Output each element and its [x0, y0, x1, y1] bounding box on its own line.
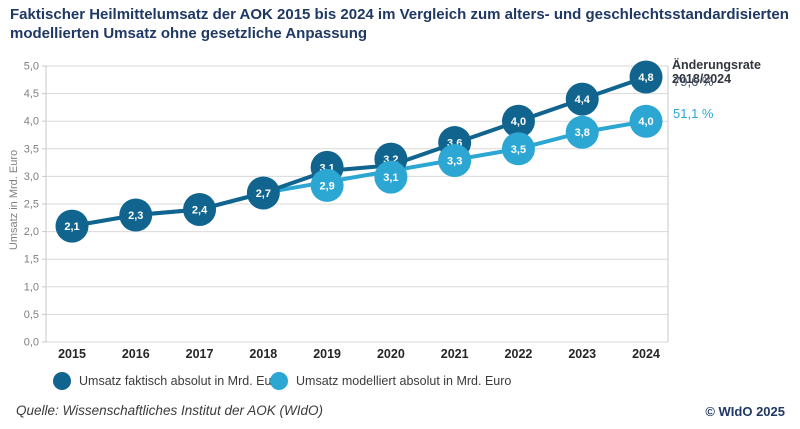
annotation-rate-modelliert: 51,1 %	[673, 106, 714, 121]
data-point-circle	[629, 104, 663, 138]
data-point-circle	[501, 104, 535, 138]
data-point-label: 2,9	[319, 180, 334, 192]
data-point-circle	[438, 144, 472, 178]
data-point-label: 4,4	[575, 94, 591, 106]
y-tick-label: 4,0	[24, 116, 39, 128]
y-tick-label: 3,0	[24, 171, 39, 183]
y-axis-title: Umsatz in Mrd. Euro	[8, 149, 20, 251]
x-tick-label: 2024	[632, 347, 660, 361]
copyright-note: © WIdO 2025	[705, 404, 785, 419]
x-tick-label: 2023	[568, 347, 596, 361]
data-point-label: 4,0	[511, 116, 526, 128]
y-tick-label: 1,0	[24, 281, 39, 293]
annotation-rate-faktisch: 79,6 %	[673, 74, 714, 89]
data-point-circle	[119, 198, 153, 232]
y-tick-label: 5,0	[24, 61, 39, 73]
legend-dot-modelliert-icon	[270, 372, 288, 390]
x-tick-label: 2022	[505, 347, 533, 361]
chart-legend: Umsatz faktisch absolut in Mrd. Euro Ums…	[0, 372, 800, 392]
data-point-circle	[374, 160, 408, 194]
data-point-label: 3,3	[447, 156, 462, 168]
x-tick-label: 2018	[249, 347, 277, 361]
x-tick-label: 2015	[58, 347, 86, 361]
y-tick-label: 2,5	[24, 199, 39, 211]
data-point-circle	[310, 168, 344, 202]
data-point-circle	[55, 209, 89, 243]
data-point-circle	[246, 176, 280, 210]
legend-item-modelliert: Umsatz modelliert absolut in Mrd. Euro	[270, 372, 511, 390]
data-point-label: 3,5	[511, 144, 526, 156]
data-point-circle	[565, 82, 599, 116]
data-point-label: 3,8	[575, 127, 590, 139]
data-point-circle	[501, 132, 535, 166]
y-tick-label: 0,5	[24, 309, 39, 321]
data-point-label: 4,0	[638, 116, 653, 128]
data-point-label: 2,7	[256, 188, 271, 200]
legend-dot-faktisch-icon	[53, 372, 71, 390]
legend-label-modelliert: Umsatz modelliert absolut in Mrd. Euro	[296, 374, 512, 388]
data-point-label: 2,1	[64, 221, 79, 233]
x-tick-label: 2021	[441, 347, 469, 361]
y-tick-label: 4,5	[24, 88, 39, 100]
x-tick-label: 2017	[186, 347, 214, 361]
chart-title: Faktischer Heilmittelumsatz der AOK 2015…	[10, 6, 789, 42]
x-tick-label: 2019	[313, 347, 341, 361]
data-point-label: 2,4	[192, 205, 208, 217]
y-tick-label: 3,5	[24, 143, 39, 155]
data-point-label: 4,8	[638, 72, 653, 84]
y-tick-label: 2,0	[24, 226, 39, 238]
data-point-circle	[183, 193, 217, 227]
y-tick-label: 1,5	[24, 254, 39, 266]
data-point-circle	[565, 115, 599, 149]
source-note: Quelle: Wissenschaftliches Institut der …	[16, 403, 323, 418]
legend-item-faktisch: Umsatz faktisch absolut in Mrd. Euro	[53, 372, 283, 390]
annotation-title: Änderungsrate 2018/2024	[672, 58, 761, 86]
x-tick-label: 2016	[122, 347, 150, 361]
x-tick-label: 2020	[377, 347, 405, 361]
data-point-label: 3,1	[383, 172, 398, 184]
data-point-circle	[629, 60, 663, 94]
series-line	[71, 119, 647, 229]
y-tick-label: 0,0	[24, 337, 39, 349]
data-point-label: 2,3	[128, 210, 143, 222]
series-line	[71, 75, 647, 229]
legend-label-faktisch: Umsatz faktisch absolut in Mrd. Euro	[79, 374, 283, 388]
